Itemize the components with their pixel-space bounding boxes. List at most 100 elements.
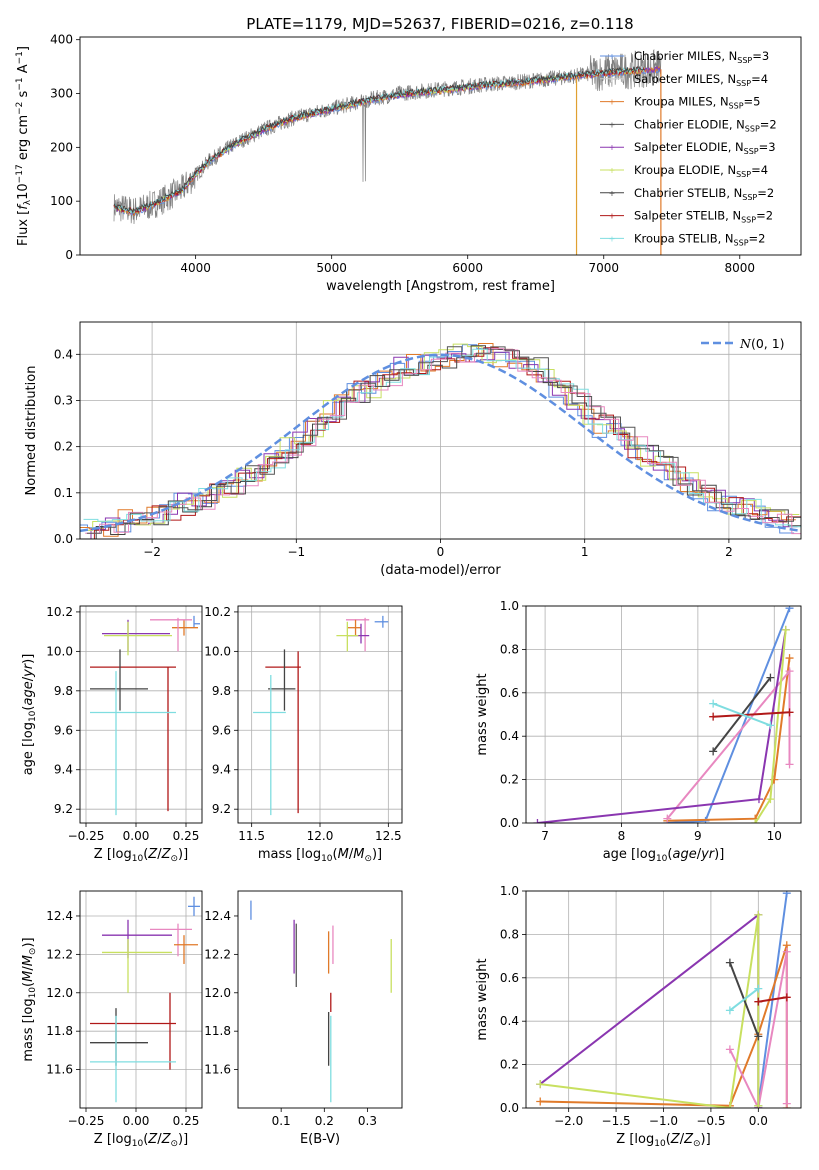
y-tick-label: 11.8 — [46, 1024, 73, 1038]
model-spectrum-line — [116, 66, 661, 216]
weight-marker — [536, 1097, 545, 1106]
errorbar — [374, 615, 389, 628]
y-tick-label: 100 — [50, 194, 73, 208]
y-tick-label: 0.2 — [500, 1058, 519, 1072]
plot-frame — [79, 36, 802, 256]
errorbars — [253, 615, 389, 816]
errorbar — [174, 935, 198, 964]
x-axis-label: Z [log10(Z/Z⊙)] — [94, 1132, 188, 1149]
spectrum-panel: 4000 5000 6000 7000 8000 0 100 200 300 400 wavelen… — [15, 33, 802, 294]
model-spectrum-line — [113, 66, 645, 215]
errorbar — [90, 1015, 176, 1103]
weight-marker — [751, 819, 760, 823]
weight-marker — [785, 708, 794, 717]
weight-marker — [785, 760, 794, 769]
x-tick-label: −1.5 — [602, 1114, 631, 1128]
y-tick-label: 0.0 — [500, 816, 519, 830]
errorbar — [345, 617, 370, 652]
x-tick-label: 0.0 — [749, 1114, 768, 1128]
y-tick-label: 0.4 — [500, 1014, 519, 1028]
weight-marker — [785, 667, 794, 676]
age-vs-metallicity-panel: −0.25 0.00 0.25 9.2 9.4 9.6 9.8 10.0 10.2 Z [log1… — [21, 605, 203, 864]
spectrum-legend: + Chabrier MILES, NSSP=3 + Salpeter MILES, … — [600, 49, 777, 247]
errorbar — [90, 992, 176, 1070]
errorbar — [104, 621, 172, 656]
mass-weight-vs-age-panel: 7 8 9 10 0.0 0.2 0.4 0.6 0.8 1.0 age [log10(age/yr… — [475, 599, 802, 864]
x-axis-label: Z [log10(Z/Z⊙)] — [94, 847, 188, 864]
x-tick-label: −0.5 — [696, 1114, 725, 1128]
weight-marker — [709, 747, 718, 756]
x-axis-label: wavelength [Angstrom, rest frame] — [326, 279, 555, 294]
x-tick-label: 8000 — [725, 261, 756, 275]
weight-marker — [725, 1045, 734, 1054]
y-tick-label: 10.0 — [46, 644, 73, 658]
x-tick-label: 9 — [694, 829, 702, 843]
errorbar — [90, 666, 176, 812]
legend-label: Kroupa MILES, NSSP=5 — [634, 95, 760, 111]
plot-frame — [79, 890, 203, 1109]
x-tick-label: 0.1 — [272, 1114, 291, 1128]
x-tick-label: 2 — [725, 545, 733, 559]
x-tick-label: 0.00 — [123, 1114, 150, 1128]
residual-histogram-panel: −2 −1 0 1 2 0.0 0.1 0.2 0.3 0.4 N(0, 1) (data-model… — [24, 321, 802, 578]
x-tick-label: 7000 — [588, 261, 619, 275]
legend-label: Kroupa STELIB, NSSP=2 — [634, 231, 765, 247]
y-tick-label: 1.0 — [500, 884, 519, 898]
plot-frame — [525, 890, 802, 1109]
legend-marker: + — [609, 234, 616, 243]
errorbar — [347, 619, 361, 636]
y-axis-label: Flux [fλ10−17 erg cm−2 s−1 A−1] — [15, 46, 33, 246]
y-tick-label: 12.4 — [46, 909, 73, 923]
x-tick-label: 4000 — [180, 261, 211, 275]
histograms — [80, 343, 801, 539]
figure-title: PLATE=1179, MJD=52637, FIBERID=0216, z=0… — [246, 15, 633, 33]
y-tick-label: 0.4 — [54, 347, 73, 361]
legend-label: Chabrier MILES, NSSP=3 — [634, 49, 769, 65]
weight-marker — [782, 947, 791, 956]
weight-marker — [533, 819, 542, 823]
x-tick-label: 0.25 — [173, 829, 200, 843]
errorbar — [90, 649, 148, 711]
y-axis-label: mass [log10(M/M⊙)] — [21, 937, 38, 1061]
weight-marker — [766, 795, 775, 804]
mass-vs-metallicity-panel: −0.25 0.00 0.25 11.6 11.8 12.0 12.2 12.4 Z [log1… — [21, 890, 203, 1149]
x-tick-label: 6000 — [452, 261, 483, 275]
errorbar — [150, 923, 192, 957]
legend-label: Salpeter STELIB, NSSP=2 — [634, 209, 773, 225]
mass-weight-vs-metallicity-panel: −2.0 −1.5 −1.0 −0.5 0.0 0.0 0.2 0.4 0.6 0.8 1.0 Z [… — [475, 884, 802, 1149]
x-axis-label: (data-model)/error — [380, 563, 501, 578]
y-tick-label: 9.6 — [54, 723, 73, 737]
y-tick-label: 200 — [50, 140, 73, 154]
weight-line — [758, 996, 787, 1003]
weight-marker — [754, 795, 763, 804]
y-tick-label: 0 — [65, 248, 73, 262]
x-axis-label: E(B-V) — [300, 1132, 340, 1147]
weight-marker — [709, 712, 718, 721]
y-tick-label: 10.2 — [46, 605, 73, 619]
errorbar — [347, 623, 370, 644]
x-tick-label: 0.00 — [123, 829, 150, 843]
model-spectrum-line — [116, 65, 661, 215]
x-axis-label: Z [log10(Z/Z⊙)] — [616, 1132, 710, 1149]
x-tick-label: 8 — [618, 829, 626, 843]
y-tick-label: 9.2 — [54, 802, 73, 816]
y-axis-label: mass weight — [475, 673, 490, 755]
errorbars — [250, 900, 392, 1103]
weight-marker — [754, 1032, 763, 1041]
legend-label: Chabrier STELIB, NSSP=2 — [634, 186, 774, 202]
x-tick-label: 11.5 — [238, 829, 265, 843]
model-spectrum-line — [116, 66, 661, 217]
y-axis-label: age [log10(age/yr)] — [21, 654, 38, 776]
weight-marker — [663, 814, 672, 823]
plot-frame — [237, 605, 403, 824]
y-tick-label: 0.1 — [54, 486, 73, 500]
weight-marker — [725, 1006, 734, 1015]
weight-marker — [709, 699, 718, 708]
x-tick-label: 10 — [767, 829, 782, 843]
y-tick-label: 10.0 — [204, 644, 231, 658]
x-tick-label: 12.0 — [307, 829, 334, 843]
legend-marker: + — [609, 189, 616, 198]
y-tick-label: 400 — [50, 33, 73, 47]
x-tick-label: 0.2 — [315, 1114, 334, 1128]
weight-marker — [785, 606, 794, 613]
